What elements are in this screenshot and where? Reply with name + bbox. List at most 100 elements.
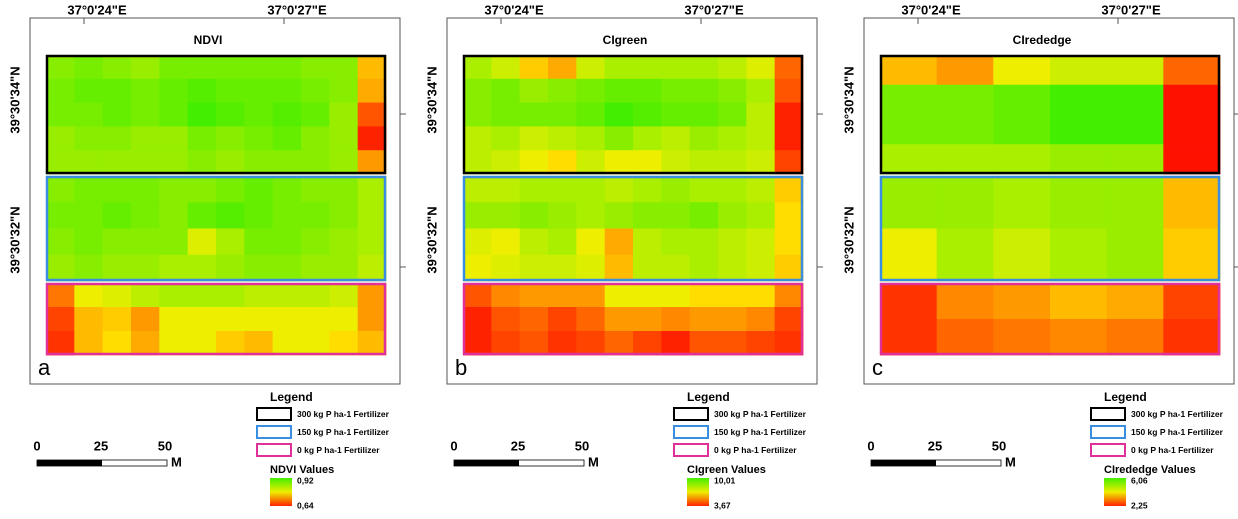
pixel (1163, 144, 1220, 174)
pixel (491, 126, 520, 150)
pixel (74, 202, 103, 229)
pixel (131, 126, 160, 150)
pixel (358, 255, 387, 282)
panel-title: NDVI (194, 33, 223, 47)
pixel (329, 55, 358, 79)
latitude-label: 39°30'34"N (424, 66, 439, 133)
pixel (937, 115, 994, 145)
pixel (775, 176, 804, 203)
pixel (463, 202, 492, 229)
pixel (576, 103, 605, 127)
pixel (216, 55, 245, 79)
pixel (548, 150, 577, 174)
pixel (993, 319, 1050, 355)
pixel (188, 331, 217, 355)
scale-bar (871, 460, 936, 466)
pixel (301, 307, 330, 331)
pixel (131, 331, 160, 355)
pixel (301, 229, 330, 256)
pixel (718, 79, 747, 103)
colorbar-min: 0,64 (297, 500, 314, 510)
pixel (103, 103, 132, 127)
pixel (661, 331, 690, 355)
pixel (46, 126, 75, 150)
pixel (746, 283, 775, 307)
pixel (1107, 176, 1164, 229)
pixel (46, 176, 75, 203)
pixel (358, 229, 387, 256)
pixel (216, 307, 245, 331)
pixel (690, 150, 719, 174)
map-panel: CIrededge37°0'24"E37°0'27"E39°30'34"N39°… (841, 2, 1238, 510)
pixel (718, 103, 747, 127)
longitude-label: 37°0'27"E (1101, 2, 1161, 17)
pixel (746, 126, 775, 150)
pixel (993, 229, 1050, 282)
pixel (1163, 55, 1220, 85)
pixel (159, 255, 188, 282)
pixel (1050, 55, 1107, 85)
pixel (301, 79, 330, 103)
pixel (661, 202, 690, 229)
pixel (358, 150, 387, 174)
pixel (1163, 283, 1220, 319)
figure: NDVI37°0'24"E37°0'27"E39°30'34"N39°30'32… (0, 0, 1238, 514)
pixel (746, 55, 775, 79)
pixel (491, 255, 520, 282)
pixel (605, 255, 634, 282)
pixel (491, 229, 520, 256)
pixel (576, 307, 605, 331)
pixel (46, 150, 75, 174)
legend-swatch (674, 426, 708, 438)
pixel (131, 283, 160, 307)
pixel (358, 176, 387, 203)
legend-swatch (674, 444, 708, 456)
pixel (880, 55, 937, 85)
pixel (188, 307, 217, 331)
pixel (491, 150, 520, 174)
scale-label: 25 (928, 438, 942, 453)
pixel (880, 229, 937, 282)
pixel (775, 255, 804, 282)
pixel (159, 103, 188, 127)
legend-swatch (1091, 426, 1125, 438)
pixel (633, 79, 662, 103)
pixel (301, 255, 330, 282)
pixel (131, 103, 160, 127)
pixel (131, 176, 160, 203)
pixel (993, 115, 1050, 145)
pixel (520, 283, 549, 307)
pixel (880, 85, 937, 115)
pixel (491, 176, 520, 203)
pixel (103, 331, 132, 355)
colorbar-min: 2,25 (1131, 500, 1148, 510)
pixel (329, 126, 358, 150)
colorbar-max: 0,92 (297, 475, 314, 485)
pixel (74, 55, 103, 79)
pixel (548, 103, 577, 127)
latitude-label: 39°30'32"N (841, 206, 856, 273)
pixel (216, 176, 245, 203)
pixel (1163, 115, 1220, 145)
pixel (937, 319, 994, 355)
pixel (520, 307, 549, 331)
pixel (358, 126, 387, 150)
pixel (746, 331, 775, 355)
pixel (690, 103, 719, 127)
pixel (605, 331, 634, 355)
pixel (661, 283, 690, 307)
latitude-label: 39°30'34"N (7, 66, 22, 133)
pixel (463, 176, 492, 203)
scale-label: 50 (575, 438, 589, 453)
legend-label: 150 kg P ha-1 Fertilizer (1131, 427, 1224, 437)
pixel (159, 331, 188, 355)
pixel (46, 55, 75, 79)
pixel (576, 202, 605, 229)
panel-letter: b (455, 355, 467, 380)
pixel (633, 55, 662, 79)
pixel (1107, 319, 1164, 355)
pixel (548, 307, 577, 331)
pixel (718, 176, 747, 203)
pixel (491, 202, 520, 229)
pixel (216, 126, 245, 150)
